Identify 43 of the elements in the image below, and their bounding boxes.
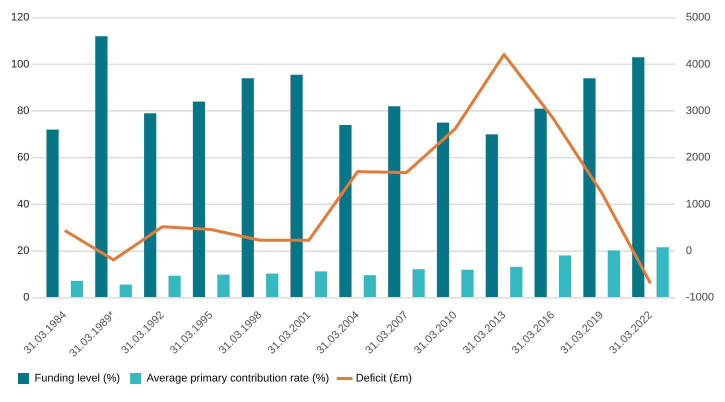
y-tick-label: 0 xyxy=(23,292,30,304)
y-tick-label: 40 xyxy=(17,198,30,210)
bar xyxy=(242,78,254,297)
y-tick-label: 80 xyxy=(17,105,30,117)
y-tick-label: 20 xyxy=(17,245,30,258)
legend-label: Funding level (%) xyxy=(34,372,120,385)
y2-tick-label: 4000 xyxy=(686,58,710,70)
y-tick-label: 60 xyxy=(17,152,30,164)
bar xyxy=(120,284,132,297)
y2-tick-label: 1000 xyxy=(686,198,710,210)
bar xyxy=(583,78,596,297)
bar xyxy=(192,102,206,297)
bar xyxy=(534,108,547,297)
bar xyxy=(144,113,156,297)
y2-tick-label: 0 xyxy=(686,245,692,258)
bar xyxy=(168,276,181,297)
y2-tick-label: 2000 xyxy=(686,152,710,164)
bar xyxy=(632,57,644,297)
y-tick-label: 120 xyxy=(10,12,30,24)
bar xyxy=(510,266,522,297)
bar xyxy=(95,36,108,297)
bar xyxy=(364,275,376,297)
bar xyxy=(412,269,425,297)
bar xyxy=(608,250,620,297)
y2-tick-label: 5000 xyxy=(686,12,710,24)
bar xyxy=(70,280,84,297)
legend-label: Average primary contribution rate (%) xyxy=(146,372,330,385)
bar xyxy=(656,247,669,297)
y-tick-label: 100 xyxy=(10,58,30,70)
bar xyxy=(339,124,352,297)
bar xyxy=(486,134,498,297)
bar xyxy=(290,74,303,297)
bar xyxy=(314,271,328,297)
legend-label: Deficit (£m) xyxy=(356,372,412,385)
bar xyxy=(558,255,572,297)
y2-tick-label: -1000 xyxy=(686,292,714,304)
bar xyxy=(266,274,278,297)
bar xyxy=(436,122,450,297)
bar xyxy=(461,270,474,297)
y2-tick-label: 3000 xyxy=(686,105,710,117)
bar xyxy=(388,106,400,297)
bar xyxy=(46,130,59,297)
bar xyxy=(217,274,230,297)
